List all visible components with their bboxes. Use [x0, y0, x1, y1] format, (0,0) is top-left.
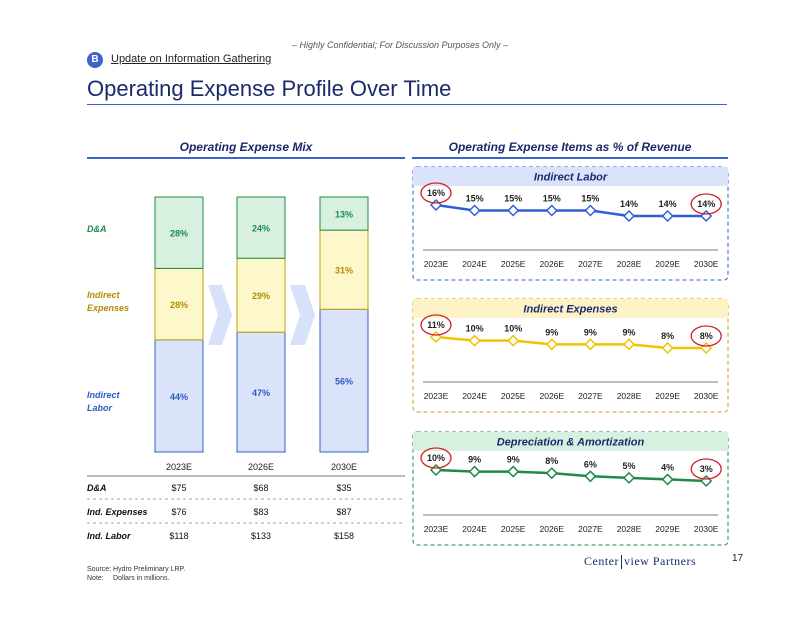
bar-indirect-labor-2026E: [236, 331, 286, 453]
bar-label-da-2023E: 28%: [170, 229, 188, 239]
bar-indirect-expenses-2026E: [236, 257, 286, 333]
bar-label-indirect-labor-2030E: 56%: [335, 377, 353, 387]
table-cell: $68: [253, 483, 268, 493]
table-row-label: D&A: [87, 483, 107, 493]
bar-label-da-2030E: 13%: [335, 210, 353, 220]
table-cell: $158: [334, 531, 354, 541]
bar-indirect-labor-2023E: [154, 339, 204, 453]
section-badge: B: [87, 52, 103, 68]
legend-indirect-labor: Indirect Labor: [87, 390, 121, 413]
note-text: Dollars in millions.: [113, 575, 170, 582]
title-divider: [87, 104, 727, 105]
x-tick-2026E: 2026E: [248, 462, 274, 472]
footer-notes: Source: Hydro Preliminary LRP. Note: Dolla…: [87, 565, 185, 583]
chevron-arrow-2: [290, 285, 315, 345]
bar-indirect-expenses-2023E: [154, 267, 204, 341]
confidentiality-notice: – Highly Confidential; For Discussion Pu…: [291, 40, 509, 50]
x-tick-2023E: 2023E: [166, 462, 192, 472]
mix-panel-rule: [87, 157, 405, 159]
table-cell: $83: [253, 507, 268, 517]
bar-label-indirect-expenses-2030E: 31%: [335, 266, 353, 276]
x-tick-2030E: 2030E: [331, 462, 357, 472]
legend-indirect-expenses: Indirect Expenses: [87, 290, 129, 313]
bar-label-da-2026E: 24%: [252, 224, 270, 234]
note-label: Note:: [87, 575, 104, 582]
bar-indirect-expenses-2030E: [319, 229, 369, 310]
ratio-panel-rule: [412, 157, 728, 159]
table-cell: $87: [336, 507, 351, 517]
bar-label-indirect-labor-2023E: 44%: [170, 392, 188, 402]
ratio-panel-title: Operating Expense Items as % of Revenue: [448, 140, 692, 154]
page-number: 17: [732, 553, 744, 564]
table-row-label: Ind. Expenses: [87, 507, 148, 517]
logo-right: view Partners: [624, 554, 697, 568]
bar-label-indirect-expenses-2026E: 29%: [252, 291, 270, 301]
bar-indirect-labor-2030E: [319, 308, 369, 453]
bar-label-indirect-expenses-2023E: 28%: [170, 300, 188, 310]
bar-label-indirect-labor-2026E: 47%: [252, 388, 270, 398]
table-cell: $76: [171, 507, 186, 517]
table-cell: $35: [336, 483, 351, 493]
source-label: Source:: [87, 566, 112, 573]
table-row-label: Ind. Labor: [87, 531, 131, 541]
bar-da-2023E: [154, 196, 204, 269]
source-text: Hydro Preliminary LRP.: [113, 566, 186, 573]
table-cell: $118: [169, 531, 188, 541]
bar-da-2030E: [319, 196, 369, 231]
page-title: Operating Expense Profile Over Time: [87, 76, 452, 101]
bar-da-2026E: [236, 196, 286, 259]
chevron-arrow-1: [208, 285, 232, 345]
logo-left: Center: [584, 554, 619, 568]
mix-panel-title: Operating Expense Mix: [179, 140, 313, 154]
centerview-logo: Center view Partners: [584, 554, 697, 570]
section-title: Update on Information Gathering: [111, 53, 272, 65]
legend-da: D&A: [87, 224, 107, 234]
table-cell: $75: [171, 483, 186, 493]
logo-divider: [621, 555, 622, 570]
table-cell: $133: [251, 531, 271, 541]
